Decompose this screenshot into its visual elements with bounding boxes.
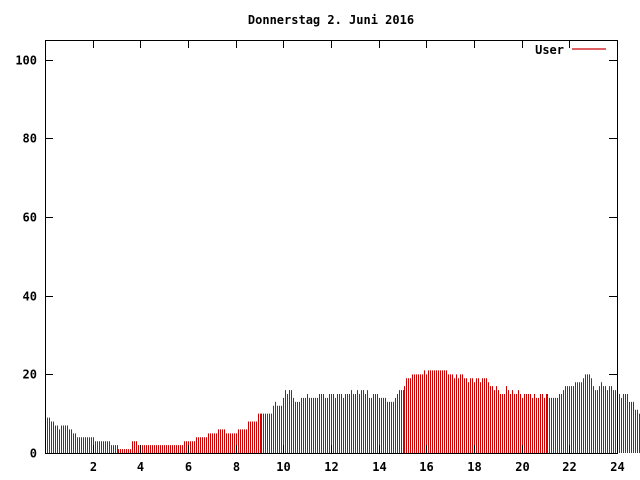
x-tick-label: 4 <box>137 460 144 474</box>
x-tick-label: 12 <box>324 460 338 474</box>
x-tick-label: 18 <box>467 460 481 474</box>
bar-series-user <box>45 370 640 453</box>
x-tick-label: 16 <box>419 460 433 474</box>
chart-title: Donnerstag 2. Juni 2016 <box>248 13 414 27</box>
y-tick-label: 100 <box>15 54 37 68</box>
legend: User <box>535 43 606 57</box>
x-tick-label: 14 <box>372 460 386 474</box>
x-tick-label: 8 <box>233 460 240 474</box>
y-tick-label: 40 <box>23 290 37 304</box>
y-tick-label: 60 <box>23 211 37 225</box>
x-tick-label: 10 <box>276 460 290 474</box>
x-tick-label: 20 <box>515 460 529 474</box>
x-tick-label: 6 <box>185 460 192 474</box>
y-tick-label: 20 <box>23 368 37 382</box>
legend-entry-label: User <box>535 43 564 57</box>
plot-border <box>45 40 618 454</box>
y-tick-label: 0 <box>30 447 37 461</box>
x-tick-label: 24 <box>610 460 624 474</box>
x-tick-label: 22 <box>562 460 576 474</box>
y-tick-label: 80 <box>23 132 37 146</box>
x-tick-label: 2 <box>90 460 97 474</box>
